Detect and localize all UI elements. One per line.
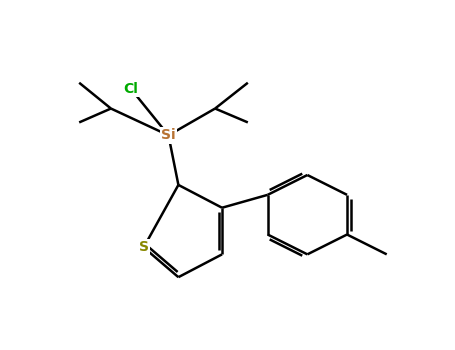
Text: Cl: Cl [123,82,138,96]
Text: Si: Si [161,128,176,142]
Text: S: S [139,240,149,254]
